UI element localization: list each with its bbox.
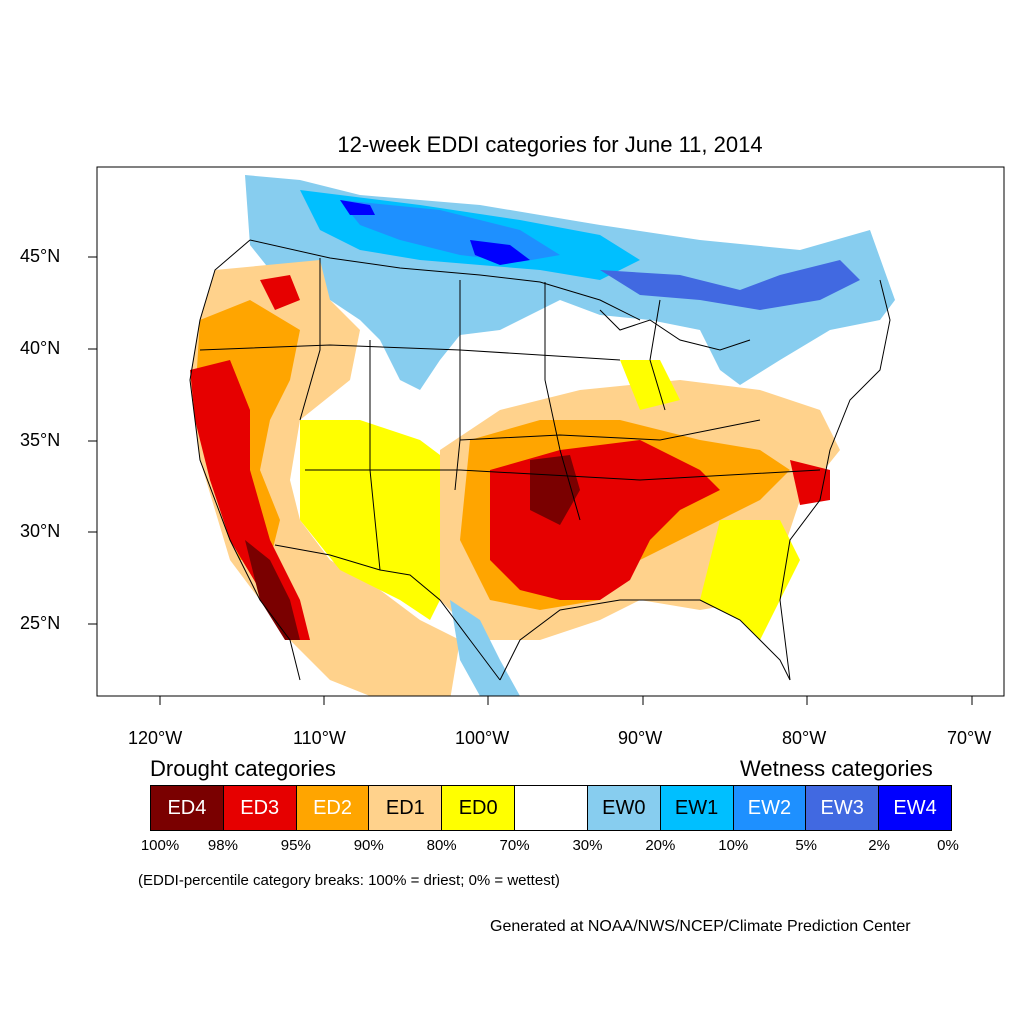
- legend-box-ew3: EW3: [806, 786, 880, 830]
- legend-box-ed0: ED0: [442, 786, 516, 830]
- lat-label-45: 45°N: [20, 246, 61, 266]
- texas-coast-ew0-patch: [450, 600, 520, 696]
- percent-break-label: 0%: [937, 837, 959, 854]
- east-coast: [779, 279, 891, 681]
- percent-break-label: 98%: [207, 837, 238, 854]
- oregon-ed3-patch: [260, 275, 300, 310]
- legend-box-ew4: EW4: [879, 786, 951, 830]
- great-lakes: [599, 299, 751, 411]
- state-line-f: [305, 469, 821, 481]
- legend-box-ed4: ED4: [151, 786, 224, 830]
- percent-break-label: 20%: [645, 837, 676, 854]
- lat-label-35: 35°N: [20, 430, 61, 450]
- percent-break-label: 80%: [426, 837, 457, 854]
- us-canada-border: [249, 239, 641, 321]
- percent-break-label: 30%: [572, 837, 603, 854]
- percent-break-label: 5%: [795, 837, 818, 854]
- midwest-ed0-region: [620, 360, 680, 410]
- category-note: (EDDI-percentile category breaks: 100% =…: [138, 872, 560, 889]
- percent-break-label: 2%: [868, 837, 890, 854]
- legend-box-neutral: [515, 786, 588, 830]
- legend-box-ed2: ED2: [296, 786, 370, 830]
- lat-label-40: 40°N: [20, 338, 61, 358]
- lon-label-120w: 120°W: [128, 728, 183, 748]
- state-line-e: [199, 344, 621, 361]
- southeast-ed0-region: [700, 520, 800, 640]
- percent-break-label: 10%: [718, 837, 749, 854]
- percent-break-label: 100%: [140, 837, 180, 854]
- percent-break-label: 95%: [280, 837, 311, 854]
- us-mexico-border: [274, 544, 501, 681]
- wetness-heading: Wetness categories: [740, 756, 933, 781]
- map-title: 12-week EDDI categories for June 11, 201…: [337, 132, 763, 157]
- legend-box-ew2: EW2: [733, 786, 807, 830]
- percent-break-label: 90%: [353, 837, 384, 854]
- gulf-coast: [499, 599, 791, 681]
- lon-label-100w: 100°W: [455, 728, 510, 748]
- percent-break-label: 70%: [499, 837, 530, 854]
- lon-label-80w: 80°W: [782, 728, 827, 748]
- california-ed3-region: [190, 360, 310, 640]
- state-line-d: [544, 282, 581, 521]
- quebec-ew4-patch: [340, 200, 375, 215]
- oklahoma-ed4-patch: [530, 455, 580, 525]
- legend-box-ew1: EW1: [660, 786, 734, 830]
- lat-label-25: 25°N: [20, 613, 61, 633]
- state-line-a: [299, 258, 321, 421]
- credit-line: Generated at NOAA/NWS/NCEP/Climate Predi…: [490, 918, 911, 935]
- state-line-g: [459, 419, 761, 441]
- baja-ed4-region: [245, 540, 300, 640]
- lon-label-90w: 90°W: [618, 728, 663, 748]
- drought-heading: Drought categories: [150, 756, 336, 781]
- lon-label-110w: 110°W: [293, 728, 346, 748]
- lon-label-70w: 70°W: [947, 728, 992, 748]
- west-coast-outline: [189, 239, 301, 681]
- legend-box-ed3: ED3: [223, 786, 297, 830]
- legend-box-ed1: ED1: [369, 786, 443, 830]
- map-frame: [96, 166, 1005, 697]
- category-legend: ED4 ED3 ED2 ED1 ED0 EW0 EW1 EW2 EW3 EW4: [150, 785, 952, 831]
- ontario-ew4-patch: [470, 240, 530, 265]
- legend-box-ew0: EW0: [587, 786, 661, 830]
- canada-ew3-patch: [600, 260, 860, 310]
- lat-label-30: 30°N: [20, 521, 61, 541]
